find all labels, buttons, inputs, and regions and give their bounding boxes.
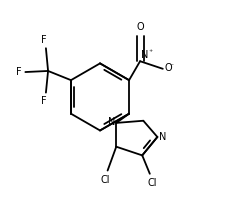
- Text: F: F: [16, 67, 22, 77]
- Text: Cl: Cl: [147, 178, 157, 188]
- Text: O: O: [136, 22, 144, 32]
- Text: O: O: [165, 63, 173, 73]
- Text: ⁻: ⁻: [170, 61, 174, 70]
- Text: N: N: [159, 132, 167, 142]
- Text: Cl: Cl: [101, 175, 110, 185]
- Text: F: F: [41, 35, 47, 45]
- Text: N: N: [108, 117, 115, 127]
- Text: ⁺: ⁺: [148, 48, 152, 57]
- Text: N: N: [141, 50, 148, 60]
- Text: F: F: [41, 96, 47, 106]
